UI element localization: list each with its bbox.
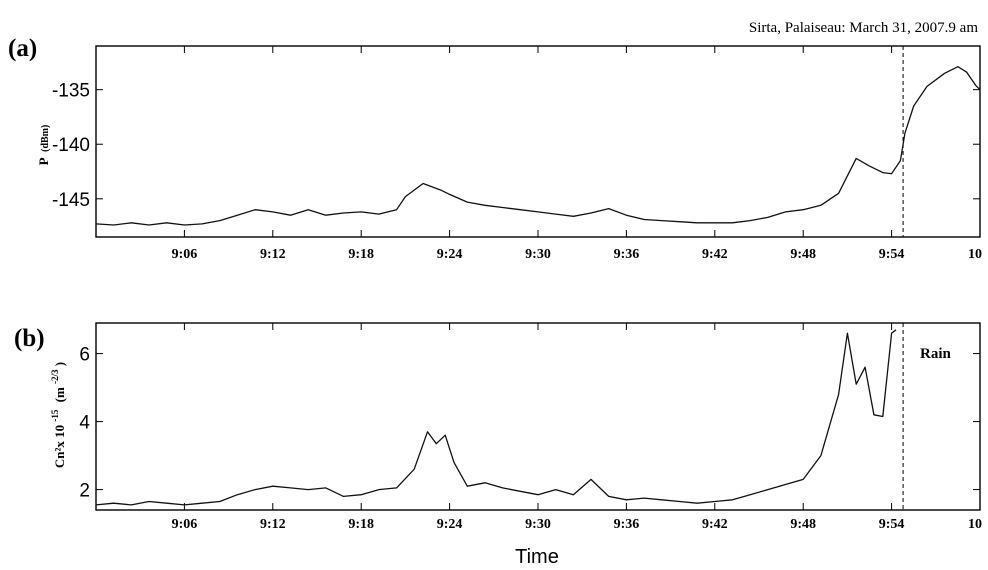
panel-b-xtick-label: 10 [968, 517, 982, 532]
panel-a-label: (a) [8, 35, 37, 62]
panel-b-ylabel: Cn²x 10 -15 (m -2/3 ) [46, 362, 67, 468]
panel-b-plot-area [95, 322, 981, 511]
panel-b: (b) Cn²x 10 -15 (m -2/3 ) 642 9:06 9:12 9:… [14, 322, 982, 532]
panel-a-xtick-label: 9:24 [437, 247, 463, 262]
panel-a-ylabel: P (dBm) [36, 125, 51, 166]
panel-b-ytick-label: 4 [79, 413, 90, 434]
panel-a-y-axis: -135 -140 -145 [52, 81, 980, 211]
panel-a: (a) P (dBm) -135 -140 -145 9:06 9:12 9:18 9:2… [8, 35, 982, 262]
panel-a-xtick-label: 10 [968, 247, 982, 262]
panel-a-xtick-label: 9:54 [879, 247, 905, 262]
panel-b-y-axis: 6 4 2 [79, 345, 980, 502]
panel-a-plot-area [95, 45, 981, 238]
panel-a-ylabel-main: P [36, 157, 51, 165]
panel-b-xtick-label: 9:06 [172, 517, 198, 532]
panel-a-xtick-label: 9:06 [172, 247, 198, 262]
panel-b-ylabel-main: Cn²x 10 [52, 425, 67, 468]
panel-a-power-series [95, 66, 981, 226]
rain-annotation: Rain [920, 346, 952, 362]
panel-b-label: (b) [14, 325, 45, 352]
panel-b-ytick-label: 6 [79, 345, 90, 366]
panel-a-ytick-label: -140 [52, 135, 90, 156]
panel-a-ytick-label: -135 [52, 81, 90, 102]
panel-b-xtick-label: 9:12 [260, 517, 286, 532]
panel-b-xtick-label: 9:48 [790, 517, 816, 532]
panel-a-xtick-label: 9:18 [348, 247, 374, 262]
panel-b-xtick-label: 9:24 [437, 517, 463, 532]
panel-b-ylabel-exp: -15 [50, 409, 60, 421]
panel-b-xtick-label: 9:36 [614, 517, 640, 532]
panel-a-xtick-label: 9:48 [790, 247, 816, 262]
panel-b-ytick-label: 2 [79, 481, 90, 502]
panel-a-ylabel-unit: (dBm) [40, 125, 51, 152]
panel-a-xtick-label: 9:36 [614, 247, 640, 262]
panel-b-xtick-label: 9:54 [879, 517, 905, 532]
panel-b-cn2-series [95, 329, 897, 506]
panel-b-x-axis: 9:06 9:12 9:18 9:24 9:30 9:36 9:42 9:48 9:54 10 [172, 323, 982, 532]
panel-b-xtick-label: 9:42 [702, 517, 728, 532]
panel-b-xtick-label: 9:30 [525, 517, 551, 532]
panel-b-ylabel-unit: (m [52, 387, 67, 402]
panel-a-xtick-label: 9:12 [260, 247, 286, 262]
panel-a-ytick-label: -145 [52, 190, 90, 211]
panel-b-xtick-label: 9:18 [348, 517, 374, 532]
panel-b-ylabel-close: ) [52, 362, 67, 366]
figure-title: Sirta, Palaiseau: March 31, 2007.9 am [749, 20, 978, 36]
x-axis-label: Time [515, 546, 559, 568]
panel-b-ylabel-unit-exp: -2/3 [50, 369, 60, 384]
panel-a-x-axis: 9:06 9:12 9:18 9:24 9:30 9:36 9:42 9:48 9:54 10 [172, 46, 982, 262]
panel-a-xtick-label: 9:30 [525, 247, 551, 262]
panel-a-xtick-label: 9:42 [702, 247, 728, 262]
